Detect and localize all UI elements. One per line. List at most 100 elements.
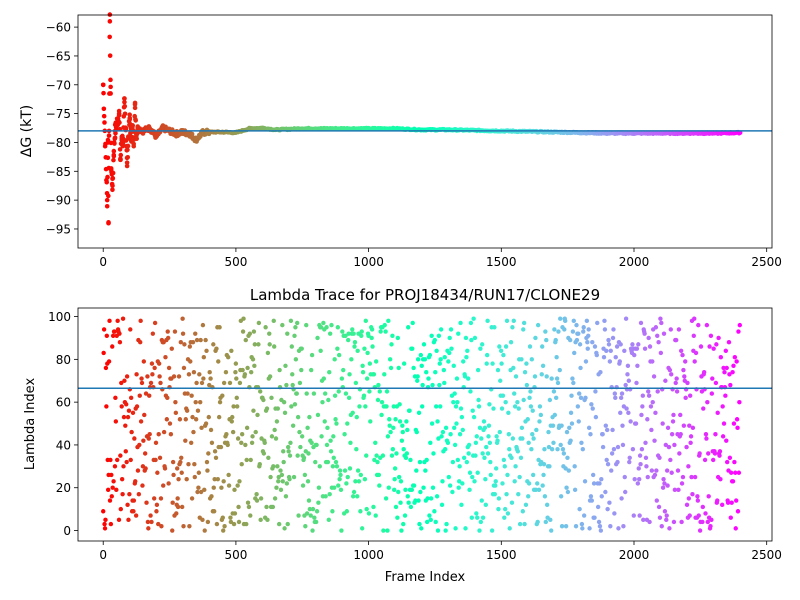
lambda-point xyxy=(708,333,714,339)
lambda-point xyxy=(470,408,475,413)
lambda-point xyxy=(581,325,586,330)
lambda-point xyxy=(275,406,281,411)
dg-point xyxy=(124,160,130,165)
lambda-point xyxy=(443,447,448,452)
lambda-point xyxy=(595,320,600,326)
lambda-point xyxy=(195,489,200,495)
dg-point xyxy=(160,125,166,131)
lambda-point xyxy=(546,444,552,450)
lambda-point xyxy=(347,372,352,377)
lambda-point xyxy=(266,455,271,460)
lambda-point xyxy=(313,519,319,525)
lambda-point xyxy=(548,517,553,523)
lambda-point xyxy=(231,521,237,527)
lambda-point xyxy=(479,498,484,503)
lambda-point xyxy=(118,506,124,512)
lambda-point xyxy=(506,410,511,416)
lambda-point xyxy=(343,333,348,339)
lambda-point xyxy=(678,348,684,353)
lambda-point xyxy=(630,342,635,347)
lambda-point xyxy=(468,389,473,394)
lambda-point xyxy=(289,344,294,349)
lambda-point xyxy=(667,367,673,373)
lambda-point xyxy=(315,412,321,418)
lambda-point xyxy=(104,404,109,409)
lambda-point xyxy=(149,519,154,525)
lambda-point xyxy=(170,528,175,533)
lambda-point xyxy=(736,329,741,334)
lambda-point xyxy=(243,337,248,343)
lambda-point xyxy=(361,393,367,398)
lambda-point xyxy=(603,489,608,495)
lambda-point xyxy=(392,487,397,493)
lambda-point xyxy=(617,359,622,364)
lambda-point xyxy=(460,427,465,433)
lambda-point xyxy=(623,316,629,321)
dg-point xyxy=(124,163,130,169)
lambda-point xyxy=(165,335,171,341)
lambda-point xyxy=(640,404,645,409)
lambda-point xyxy=(590,406,595,411)
dg-point xyxy=(105,174,110,180)
lambda-point xyxy=(233,369,238,375)
dg-point xyxy=(115,117,121,122)
lambda-point xyxy=(254,498,260,503)
lambda-point xyxy=(285,331,290,336)
dg-point xyxy=(339,126,345,131)
lambda-point xyxy=(359,333,364,339)
lambda-point xyxy=(337,468,343,473)
lambda-point xyxy=(521,327,526,332)
lambda-point xyxy=(438,327,444,332)
lambda-point xyxy=(397,419,403,424)
lambda-point xyxy=(316,485,322,490)
lambda-point xyxy=(339,376,345,381)
lambda-point xyxy=(154,502,160,508)
lambda-point xyxy=(168,432,174,437)
lambda-point xyxy=(172,329,178,334)
lambda-point xyxy=(628,419,633,424)
lambda-point xyxy=(236,519,242,525)
lambda-point xyxy=(606,337,611,343)
lambda-point xyxy=(110,333,116,339)
lambda-point xyxy=(267,374,273,379)
lambda-point xyxy=(536,487,542,493)
dg-point xyxy=(658,130,663,136)
lambda-point xyxy=(683,359,688,364)
lambda-point xyxy=(248,457,253,463)
lambda-point xyxy=(498,348,504,353)
lambda-point xyxy=(612,511,617,516)
lambda-point xyxy=(715,410,720,416)
lambda-point xyxy=(547,397,553,403)
lambda-point xyxy=(600,444,606,450)
lambda-point xyxy=(212,509,217,514)
lambda-point xyxy=(625,372,630,377)
lambda-point xyxy=(108,521,114,527)
lambda-point xyxy=(324,325,329,330)
lambda-point xyxy=(569,393,574,398)
lambda-point xyxy=(176,374,182,379)
lambda-point xyxy=(430,485,436,490)
lambda-point xyxy=(124,402,129,407)
lambda-point xyxy=(665,425,671,431)
lambda-point xyxy=(401,447,406,452)
lambda-point xyxy=(487,402,492,407)
lambda-point xyxy=(517,521,523,527)
lambda-point xyxy=(482,455,487,460)
lambda-point xyxy=(170,459,176,465)
lambda-point xyxy=(711,346,716,351)
y-tick-label: 60 xyxy=(56,396,71,410)
lambda-point xyxy=(161,483,166,488)
lambda-point xyxy=(596,519,602,525)
lambda-point xyxy=(507,447,512,452)
lambda-point xyxy=(466,442,472,448)
dg-point xyxy=(125,143,131,149)
lambda-point xyxy=(385,434,391,439)
dg-x-axis: 0 500 1000 1500 2000 2500 xyxy=(99,248,782,269)
lambda-point xyxy=(282,410,288,416)
lambda-point xyxy=(636,466,641,471)
lambda-point xyxy=(451,399,456,405)
lambda-point xyxy=(225,355,231,360)
lambda-point xyxy=(684,502,690,508)
lambda-point xyxy=(169,346,174,351)
lambda-point xyxy=(226,472,231,478)
